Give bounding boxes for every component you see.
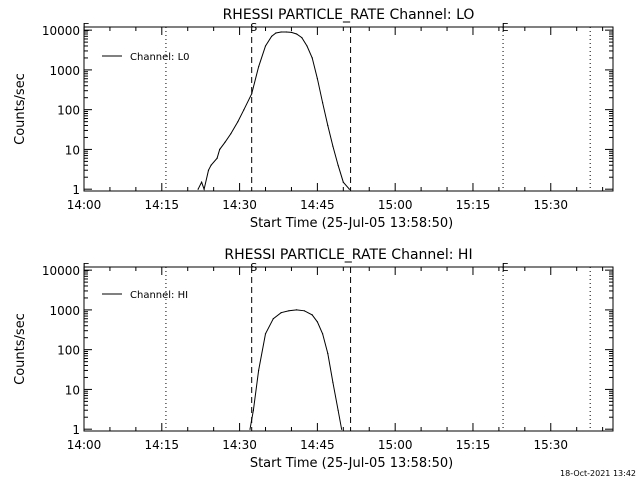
data-point <box>216 157 218 159</box>
y-tick-label: 100 <box>57 344 80 358</box>
x-tick-label: 14:30 <box>222 438 257 452</box>
data-point <box>341 428 343 430</box>
data-point <box>348 188 350 190</box>
data-point <box>249 428 251 430</box>
data-point <box>332 381 334 383</box>
chart-title: RHESSI PARTICLE_RATE Channel: HI <box>224 247 472 263</box>
data-point <box>197 188 199 190</box>
data-point <box>207 169 210 171</box>
y-tick-label: 1000 <box>49 304 80 318</box>
data-point <box>337 164 339 166</box>
data-point <box>306 45 308 47</box>
x-axis-label: Start Time (25-Jul-05 13:58:50) <box>250 216 453 231</box>
x-tick-label: 15:15 <box>456 198 491 212</box>
left-edge-marker: E <box>83 21 90 34</box>
y-axis-label: Counts/sec <box>13 73 28 145</box>
series-line <box>197 31 350 191</box>
data-point <box>311 57 313 59</box>
x-tick-label: 14:15 <box>144 198 179 212</box>
data-point <box>258 66 260 68</box>
y-tick-label: 1000 <box>49 64 80 78</box>
x-axis-label: Start Time (25-Jul-05 13:58:50) <box>250 456 453 471</box>
x-tick-label: 15:30 <box>533 438 568 452</box>
data-point <box>301 37 303 39</box>
data-point <box>252 409 254 411</box>
data-point <box>275 32 277 34</box>
x-tick-label: 15:15 <box>456 438 491 452</box>
data-point <box>219 148 221 150</box>
data-point <box>316 321 318 323</box>
y-tick-label: 10 <box>65 383 80 397</box>
time-marker-label: E <box>502 21 509 34</box>
chart-panel: RHESSI PARTICLE_RATE Channel: LO Start Ti… <box>13 7 614 231</box>
y-tick-label: 1 <box>72 183 80 197</box>
plot-frame <box>83 26 614 192</box>
data-point <box>285 31 287 33</box>
data-point <box>201 181 203 183</box>
data-point <box>280 312 282 314</box>
data-point <box>337 409 339 411</box>
time-marker-label: S <box>250 21 257 34</box>
legend-entry: Channel: L0 <box>130 52 190 63</box>
data-point <box>327 124 329 127</box>
date-stamp: 18-Oct-2021 13:42 <box>560 469 636 478</box>
data-point <box>322 102 324 104</box>
data-point <box>243 109 245 111</box>
data-point <box>210 164 212 166</box>
data-point <box>272 318 274 320</box>
x-tick-label: 14:00 <box>67 198 102 212</box>
data-point <box>251 93 253 95</box>
data-point <box>327 352 329 355</box>
y-tick-label: 10 <box>65 143 80 157</box>
x-tick-label: 14:45 <box>300 438 335 452</box>
data-point <box>258 369 260 372</box>
data-point <box>303 310 305 312</box>
x-tick-label: 14:30 <box>222 198 257 212</box>
y-axis-label: Counts/sec <box>13 313 28 385</box>
data-point <box>264 333 267 335</box>
data-point <box>224 141 226 143</box>
data-point <box>296 309 298 311</box>
x-tick-label: 15:00 <box>378 198 413 212</box>
series-line <box>249 309 343 430</box>
time-marker-label: S <box>250 261 257 274</box>
y-tick-label: 100 <box>57 104 80 118</box>
chart-panel: RHESSI PARTICLE_RATE Channel: HI Start Ti… <box>13 247 614 471</box>
left-edge-marker: E <box>83 261 90 274</box>
time-marker-label: E <box>502 261 509 274</box>
data-point <box>203 188 205 190</box>
data-point <box>332 145 334 147</box>
data-point <box>271 35 273 37</box>
data-point <box>342 181 344 183</box>
data-point <box>237 121 239 123</box>
x-tick-label: 15:00 <box>378 438 413 452</box>
data-point <box>290 31 293 33</box>
y-tick-label: 10000 <box>42 24 80 38</box>
data-point <box>296 33 298 35</box>
data-point <box>311 314 313 316</box>
x-tick-label: 14:15 <box>144 438 179 452</box>
x-tick-label: 15:30 <box>533 198 568 212</box>
plot-frame <box>83 266 614 432</box>
data-point <box>322 333 324 335</box>
x-tick-label: 14:00 <box>67 438 102 452</box>
y-tick-label: 10000 <box>42 264 80 278</box>
x-tick-label: 14:45 <box>300 198 335 212</box>
legend-entry: Channel: HI <box>130 290 188 301</box>
data-point <box>288 310 290 312</box>
y-tick-label: 1 <box>72 423 80 437</box>
data-point <box>264 45 267 47</box>
data-point <box>280 31 282 33</box>
data-point <box>230 133 232 135</box>
chart-title: RHESSI PARTICLE_RATE Channel: LO <box>223 7 475 23</box>
data-point <box>316 78 318 80</box>
